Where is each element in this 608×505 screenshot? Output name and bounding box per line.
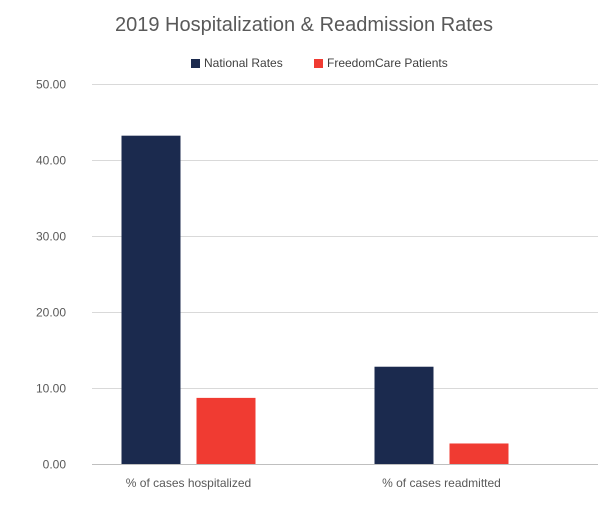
bar-freedomcare-patients bbox=[449, 443, 509, 464]
y-axis-ticks: 0.00 10.00 20.00 30.00 40.00 50.00 bbox=[36, 78, 66, 472]
legend-swatch bbox=[191, 59, 200, 68]
legend-label: FreedomCare Patients bbox=[327, 56, 448, 70]
x-category-label: % of cases hospitalized bbox=[126, 476, 251, 490]
legend-label: National Rates bbox=[204, 56, 283, 70]
y-tick-label: 10.00 bbox=[36, 382, 66, 396]
legend: National Rates FreedomCare Patients bbox=[191, 56, 448, 70]
bar-national-rates bbox=[121, 135, 181, 464]
y-tick-label: 0.00 bbox=[43, 458, 67, 472]
chart-title: 2019 Hospitalization & Readmission Rates bbox=[115, 14, 493, 36]
y-tick-label: 30.00 bbox=[36, 230, 66, 244]
y-tick-label: 40.00 bbox=[36, 154, 66, 168]
x-axis-categories: % of cases hospitalized % of cases readmi… bbox=[126, 476, 501, 490]
bar-national-rates bbox=[374, 366, 434, 464]
x-category-label: % of cases readmitted bbox=[382, 476, 501, 490]
bars bbox=[121, 135, 509, 464]
y-tick-label: 20.00 bbox=[36, 306, 66, 320]
y-tick-label: 50.00 bbox=[36, 78, 66, 92]
legend-swatch bbox=[314, 59, 323, 68]
bar-freedomcare-patients bbox=[196, 397, 256, 464]
